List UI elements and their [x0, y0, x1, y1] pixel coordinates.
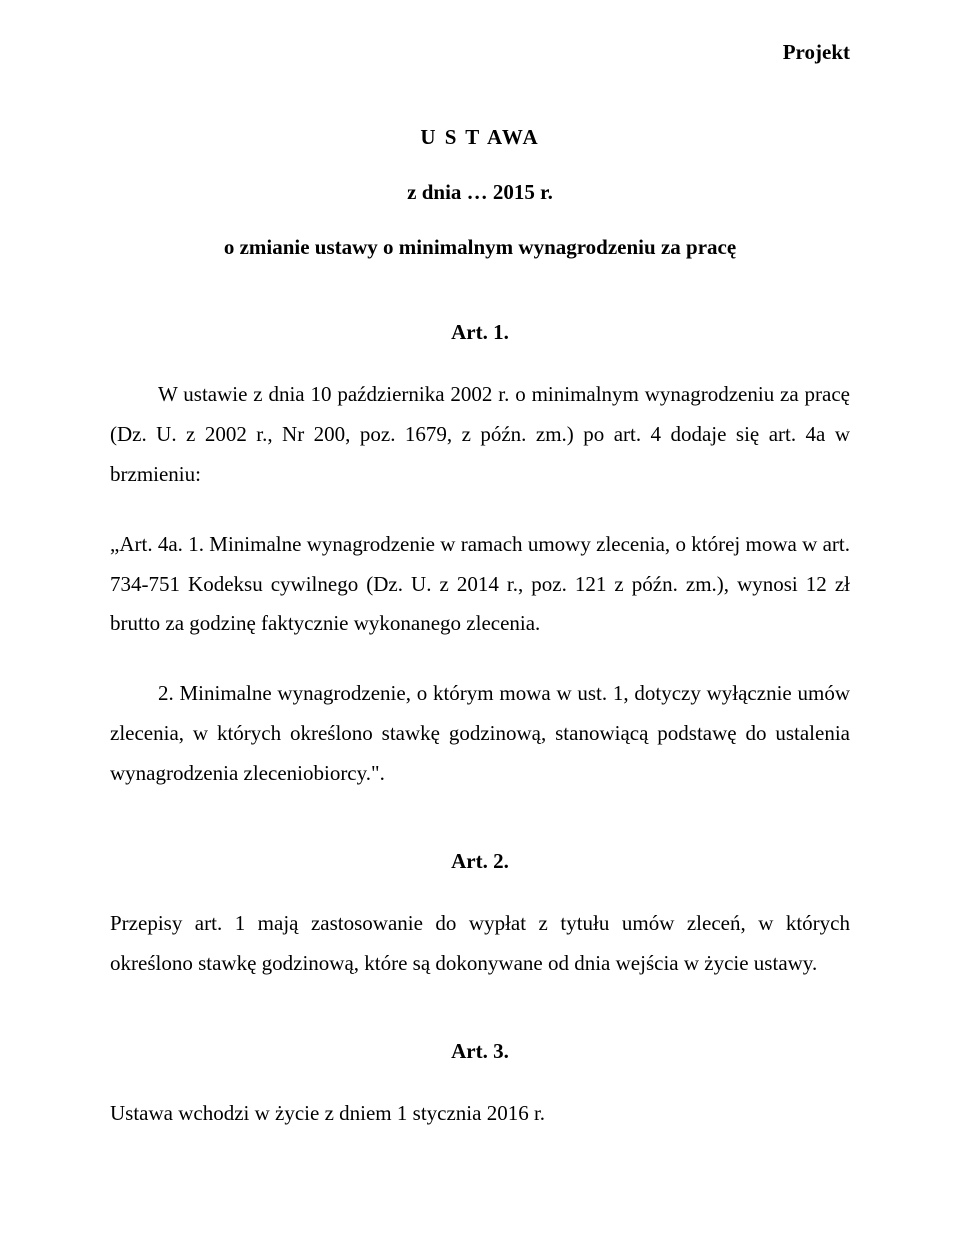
- act-subject: o zmianie ustawy o minimalnym wynagrodze…: [110, 235, 850, 260]
- header-project-label: Projekt: [110, 40, 850, 65]
- article-1-paragraph-1: W ustawie z dnia 10 października 2002 r.…: [110, 375, 850, 495]
- article-3-head: Art. 3.: [110, 1039, 850, 1064]
- article-2-head: Art. 2.: [110, 849, 850, 874]
- act-title: U S T AWA: [110, 125, 850, 150]
- act-date: z dnia … 2015 r.: [110, 180, 850, 205]
- article-1-paragraph-3: 2. Minimalne wynagrodzenie, o którym mow…: [110, 674, 850, 794]
- article-2-paragraph: Przepisy art. 1 mają zastosowanie do wyp…: [110, 904, 850, 984]
- article-1-head: Art. 1.: [110, 320, 850, 345]
- article-1-paragraph-2: „Art. 4a. 1. Minimalne wynagrodzenie w r…: [110, 525, 850, 645]
- document-page: Projekt U S T AWA z dnia … 2015 r. o zmi…: [0, 0, 960, 1254]
- article-3-paragraph: Ustawa wchodzi w życie z dniem 1 styczni…: [110, 1094, 850, 1134]
